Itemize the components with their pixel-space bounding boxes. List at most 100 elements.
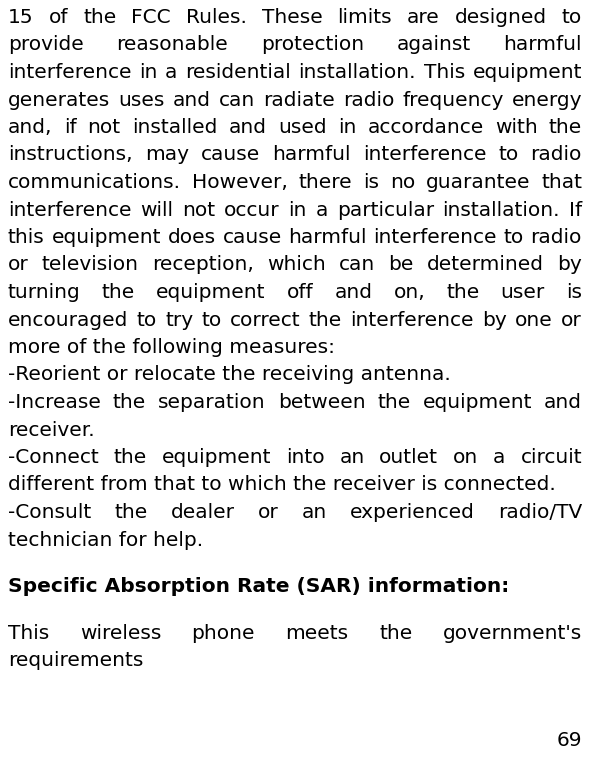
- Text: the: the: [113, 448, 147, 467]
- Text: can: can: [339, 256, 375, 274]
- Text: if: if: [64, 118, 76, 137]
- Text: phone: phone: [192, 624, 255, 643]
- Text: installed: installed: [132, 118, 217, 137]
- Text: This: This: [8, 624, 49, 643]
- Text: the: the: [83, 8, 116, 27]
- Text: and: and: [228, 118, 267, 137]
- Text: not: not: [87, 118, 121, 137]
- Text: used: used: [278, 118, 326, 137]
- Text: that: that: [541, 173, 582, 192]
- Text: there: there: [299, 173, 352, 192]
- Text: one: one: [515, 310, 553, 330]
- Text: or: or: [258, 503, 278, 522]
- Text: to: to: [504, 228, 524, 247]
- Text: can: can: [219, 91, 255, 109]
- Text: on,: on,: [394, 283, 425, 302]
- Text: against: against: [396, 35, 471, 55]
- Text: different from that to which the receiver is connected.: different from that to which the receive…: [8, 476, 556, 494]
- Text: harmful: harmful: [272, 146, 350, 165]
- Text: between: between: [278, 393, 365, 412]
- Text: correct: correct: [230, 310, 301, 330]
- Text: Rules.: Rules.: [186, 8, 247, 27]
- Text: -Reorient or relocate the receiving antenna.: -Reorient or relocate the receiving ante…: [8, 366, 451, 384]
- Text: 15: 15: [8, 8, 34, 27]
- Text: provide: provide: [8, 35, 84, 55]
- Text: on: on: [453, 448, 478, 467]
- Text: more of the following measures:: more of the following measures:: [8, 338, 335, 357]
- Text: the: the: [113, 393, 146, 412]
- Text: does: does: [168, 228, 216, 247]
- Text: residential: residential: [185, 63, 291, 82]
- Text: particular: particular: [337, 200, 434, 219]
- Text: interference: interference: [363, 146, 486, 165]
- Text: the: the: [549, 118, 582, 137]
- Text: receiver.: receiver.: [8, 420, 94, 440]
- Text: interference: interference: [8, 200, 132, 219]
- Text: off: off: [287, 283, 313, 302]
- Text: installation.: installation.: [442, 200, 560, 219]
- Text: to: to: [137, 310, 157, 330]
- Text: limits: limits: [337, 8, 392, 27]
- Text: are: are: [407, 8, 440, 27]
- Text: or: or: [561, 310, 582, 330]
- Text: interference: interference: [350, 310, 474, 330]
- Text: cause: cause: [222, 228, 281, 247]
- Text: be: be: [389, 256, 414, 274]
- Text: to: to: [499, 146, 519, 165]
- Text: television: television: [42, 256, 139, 274]
- Text: reception,: reception,: [152, 256, 254, 274]
- Text: to: to: [202, 310, 222, 330]
- Text: may: may: [145, 146, 189, 165]
- Text: protection: protection: [261, 35, 364, 55]
- Text: this: this: [8, 228, 45, 247]
- Text: in: in: [289, 200, 307, 219]
- Text: into: into: [286, 448, 324, 467]
- Text: occur: occur: [224, 200, 280, 219]
- Text: instructions,: instructions,: [8, 146, 133, 165]
- Text: outlet: outlet: [379, 448, 438, 467]
- Text: user: user: [501, 283, 545, 302]
- Text: radiate: radiate: [263, 91, 335, 109]
- Text: determined: determined: [427, 256, 544, 274]
- Text: equipment: equipment: [473, 63, 582, 82]
- Text: the: the: [447, 283, 480, 302]
- Text: This: This: [424, 63, 465, 82]
- Text: or: or: [8, 256, 29, 274]
- Text: designed: designed: [455, 8, 547, 27]
- Text: no: no: [389, 173, 415, 192]
- Text: the: the: [377, 393, 411, 412]
- Text: uses: uses: [118, 91, 165, 109]
- Text: and: and: [335, 283, 372, 302]
- Text: to: to: [562, 8, 582, 27]
- Text: and: and: [544, 393, 582, 412]
- Text: -Connect: -Connect: [8, 448, 99, 467]
- Text: separation: separation: [158, 393, 266, 412]
- Text: However,: However,: [192, 173, 288, 192]
- Text: installation.: installation.: [299, 63, 416, 82]
- Text: requirements: requirements: [8, 651, 143, 671]
- Text: interference: interference: [8, 63, 132, 82]
- Text: a: a: [493, 448, 506, 467]
- Text: an: an: [339, 448, 365, 467]
- Text: frequency: frequency: [402, 91, 503, 109]
- Text: government's: government's: [442, 624, 582, 643]
- Text: -Increase: -Increase: [8, 393, 101, 412]
- Text: will: will: [140, 200, 173, 219]
- Text: 69: 69: [556, 731, 582, 750]
- Text: cause: cause: [201, 146, 260, 165]
- Text: guarantee: guarantee: [426, 173, 530, 192]
- Text: -Consult: -Consult: [8, 503, 91, 522]
- Text: experienced: experienced: [350, 503, 475, 522]
- Text: FCC: FCC: [131, 8, 171, 27]
- Text: radio: radio: [343, 91, 394, 109]
- Text: generates: generates: [8, 91, 110, 109]
- Text: Specific Absorption Rate (SAR) information:: Specific Absorption Rate (SAR) informati…: [8, 578, 509, 596]
- Text: the: the: [309, 310, 342, 330]
- Text: and: and: [173, 91, 211, 109]
- Text: which: which: [267, 256, 326, 274]
- Text: a: a: [316, 200, 328, 219]
- Text: radio/TV: radio/TV: [498, 503, 582, 522]
- Text: in: in: [139, 63, 158, 82]
- Text: communications.: communications.: [8, 173, 181, 192]
- Text: the: the: [114, 503, 148, 522]
